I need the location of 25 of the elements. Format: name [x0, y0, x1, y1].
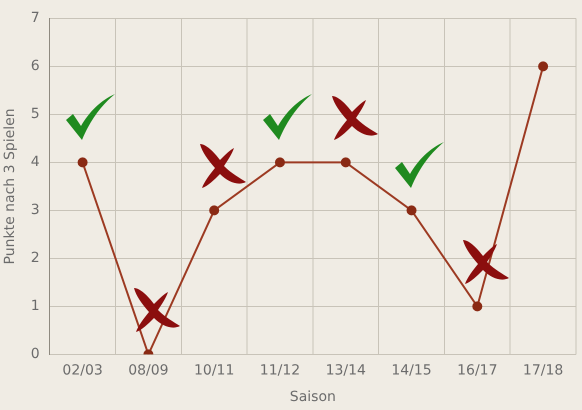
point — [78, 157, 88, 168]
x-tick-label: 02/03 — [62, 362, 103, 378]
point — [472, 301, 482, 312]
point — [209, 205, 220, 216]
y-tick-label: 6 — [30, 58, 40, 74]
point — [340, 157, 351, 168]
y-tick-label: 7 — [30, 10, 40, 26]
y-tick-label: 2 — [30, 250, 40, 266]
y-tick-label: 3 — [30, 202, 40, 218]
point — [274, 157, 285, 168]
point — [406, 205, 417, 216]
x-tick-label: 14/15 — [391, 362, 432, 378]
x-tick-label: 10/11 — [194, 362, 234, 378]
y-axis-title: Punkte nach 3 Spielen — [2, 108, 18, 264]
point — [538, 61, 548, 72]
x-tick-label: 08/09 — [128, 362, 169, 378]
y-tick-label: 1 — [30, 298, 40, 314]
x-axis-title: Saison — [290, 389, 336, 406]
y-tick-label: 0 — [30, 346, 40, 362]
x-tick-label: 17/18 — [522, 362, 564, 378]
y-tick-label: 4 — [30, 154, 40, 170]
x-tick-label: 13/14 — [326, 362, 366, 378]
y-tick-label: 5 — [30, 106, 40, 122]
x-tick-label: 16/17 — [457, 362, 498, 378]
x-tick-label: 11/12 — [260, 362, 300, 378]
